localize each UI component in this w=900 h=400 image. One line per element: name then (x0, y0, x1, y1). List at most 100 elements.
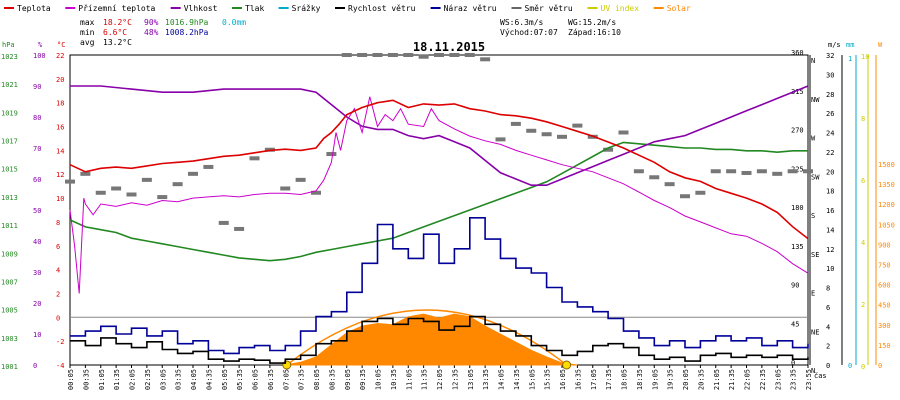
legend-label: Tlak (245, 4, 264, 13)
stats-avg-temp: 13.2°C (103, 38, 132, 47)
x-tick: 19:35 (667, 369, 675, 390)
uv-tick: 10 (861, 53, 869, 61)
wind-dir-mark (311, 190, 321, 195)
x-tick: 11:05 (405, 369, 413, 390)
ms-tick: 12 (826, 246, 834, 254)
series-rychlost-větru (70, 315, 809, 364)
legend-label: Solar (667, 4, 691, 13)
w-tick: 1350 (878, 181, 895, 189)
x-tick: 17:35 (605, 369, 613, 390)
hpa-tick: 1005 (1, 307, 18, 315)
wind-dir-mark (695, 190, 706, 195)
dir-tick-label: NE (811, 328, 819, 336)
legend-label: Směr větru (525, 4, 573, 13)
wind-dir-mark (449, 53, 460, 57)
wind-dir-mark (126, 192, 137, 197)
pct-tick: 20 (33, 300, 41, 308)
wind-dir-mark (664, 182, 675, 187)
ms-tick: 20 (826, 168, 834, 176)
x-tick: 09:35 (359, 369, 367, 390)
degc-tick: -2 (56, 338, 64, 346)
x-tick: 15:35 (544, 369, 552, 390)
dir-tick: 0 (791, 359, 795, 367)
degc-tick: 8 (56, 219, 60, 227)
w-tick: 1500 (878, 161, 895, 169)
stats-min-temp: 6.6°C (103, 28, 127, 37)
wind-dir-mark (480, 57, 491, 62)
wind-dir-mark (803, 169, 813, 174)
hpa-tick: 1001 (1, 363, 18, 371)
x-tick: 04:05 (190, 369, 198, 390)
wind-dir-mark (341, 53, 352, 57)
pct-tick: 30 (33, 269, 41, 277)
wind-dir-mark (80, 171, 91, 176)
hpa-tick: 1017 (1, 138, 18, 146)
legend-label: Teplota (17, 4, 51, 13)
series-teplota (69, 99, 809, 240)
wind-dir-mark (787, 169, 798, 174)
w-tick: 750 (878, 262, 891, 270)
x-tick: 00:05 (67, 369, 75, 390)
uv-tick: 0 (861, 363, 865, 371)
hpa-tick: 1007 (1, 278, 18, 286)
x-tick: 12:05 (436, 369, 444, 390)
x-tick: 05:35 (236, 369, 244, 390)
hpa-tick: 1003 (1, 335, 18, 343)
ms-tick: 24 (826, 130, 834, 138)
x-tick: 12:35 (451, 369, 459, 390)
wind-dir-mark (326, 152, 337, 157)
ms-tick: 4 (826, 323, 830, 331)
dir-tick: 45 (791, 320, 799, 328)
stats-max-temp: 18.2°C (103, 18, 132, 27)
degc-tick: 0 (56, 314, 60, 322)
x-tick: 01:35 (113, 369, 121, 390)
dir-tick-label: S (811, 212, 815, 220)
wind-dir-mark (172, 182, 183, 187)
x-tick: 03:35 (175, 369, 183, 390)
plot-area (65, 53, 813, 370)
wind-dir-mark (680, 194, 690, 199)
hpa-tick: 1021 (1, 81, 18, 89)
pct-tick: 70 (33, 145, 41, 153)
solar-theoretical-curve (286, 309, 568, 366)
x-tick: 08:05 (313, 369, 321, 390)
w-tick: 0 (878, 362, 882, 370)
x-tick: 09:05 (344, 369, 352, 390)
x-tick: 03:05 (159, 369, 167, 390)
ms-tick: 6 (826, 304, 830, 312)
ms-tick: 2 (826, 343, 830, 351)
pct-tick: 60 (33, 176, 41, 184)
axis-title-degc: °C (57, 41, 65, 49)
stats-sunset: Západ:16:10 (568, 28, 621, 37)
ms-tick: 14 (826, 226, 834, 234)
series-přízemní-teplota (69, 96, 809, 294)
wind-dir-mark (741, 170, 752, 175)
wind-dir-mark (188, 171, 198, 176)
w-tick: 150 (878, 342, 891, 350)
stats-avg-label: avg (80, 38, 95, 47)
legend: Teplota Přízemní teplota Vlhkost Tlak Srážky… (4, 4, 691, 13)
stats-wg: WG:15.2m/s (568, 18, 616, 27)
wind-dir-mark (372, 53, 383, 57)
wind-dir-mark (495, 137, 506, 142)
x-tick: 18:05 (621, 369, 629, 390)
solar-area (285, 313, 578, 366)
dir-tick-label: NW (811, 96, 820, 104)
wind-dir-mark (618, 130, 629, 135)
ms-tick: 28 (826, 91, 834, 99)
wind-dir-mark (756, 169, 767, 174)
mm-tick: 1 (848, 55, 852, 63)
uv-tick: 8 (861, 115, 865, 123)
legend-label: Vlhkost (184, 4, 218, 13)
dir-tick-label: SE (811, 251, 819, 259)
ms-tick: 26 (826, 110, 834, 118)
series-náraz-větru (70, 217, 809, 355)
wind-dir-mark (557, 134, 567, 139)
wind-dir-mark (772, 171, 783, 176)
hpa-tick: 1013 (1, 194, 18, 202)
dir-tick: 360 (791, 49, 804, 57)
x-tick: 15:05 (528, 369, 536, 390)
degc-tick: 10 (56, 195, 64, 203)
ms-tick: 18 (826, 188, 834, 196)
